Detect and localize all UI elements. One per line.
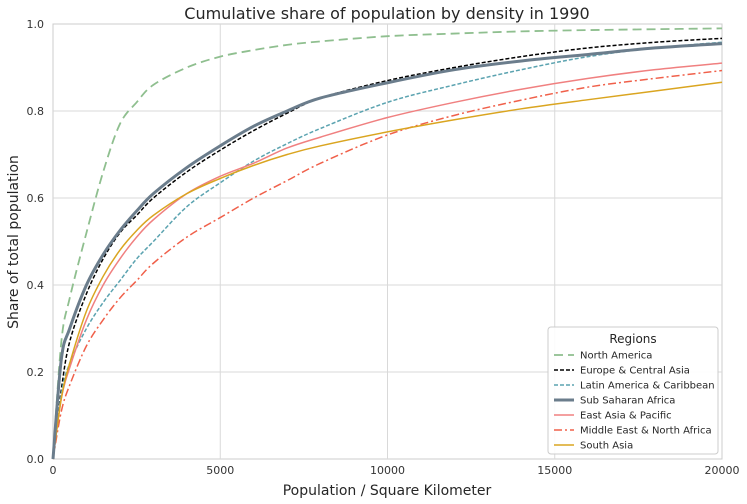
y-tick-label: 0.4 [27, 279, 45, 292]
legend: Regions North America Europe & Central As… [547, 326, 719, 455]
y-tick-label: 0.8 [27, 105, 45, 118]
y-tick-label: 0.2 [27, 366, 45, 379]
chart-title: Cumulative share of population by densit… [184, 4, 589, 23]
x-tick-label: 5000 [206, 464, 234, 477]
legend-box [547, 326, 719, 455]
series-line-east-asia-pacific [52, 62, 723, 460]
x-tick-label: 0 [50, 464, 57, 477]
x-tick-label: 15000 [537, 464, 572, 477]
x-tick-label: 20000 [705, 464, 740, 477]
series-line-europe-central-asia [52, 37, 723, 460]
legend-label: North America [580, 351, 652, 362]
legend-label: Europe & Central Asia [580, 366, 690, 377]
x-axis-title: Population / Square Kilometer [283, 483, 492, 499]
y-tick-label: 0.6 [27, 192, 45, 205]
legend-label: Middle East & North Africa [580, 426, 712, 437]
legend-title: Regions [609, 332, 656, 346]
grid [53, 24, 722, 459]
series-line-north-america [52, 27, 723, 460]
y-tick-label: 1.0 [27, 18, 45, 31]
series-line-sub-saharan-africa [51, 42, 723, 460]
legend-label: Latin America & Caribbean [580, 381, 715, 392]
legend-label: East Asia & Pacific [580, 411, 672, 422]
series-line-latin-america-caribbean [52, 41, 723, 460]
x-tick-label: 10000 [370, 464, 405, 477]
y-axis-title: Share of total population [6, 155, 22, 329]
series-line-south-asia [52, 81, 723, 460]
series-line-middle-east-north-africa [52, 69, 723, 460]
legend-label: Sub Saharan Africa [580, 396, 675, 407]
y-tick-label: 0.0 [27, 453, 45, 466]
legend-label: South Asia [580, 441, 633, 452]
tick-labels: 0 5000 10000 15000 20000 0.0 0.2 0.4 0.6 0.8 1.0 [27, 18, 740, 477]
series-group [51, 27, 723, 460]
